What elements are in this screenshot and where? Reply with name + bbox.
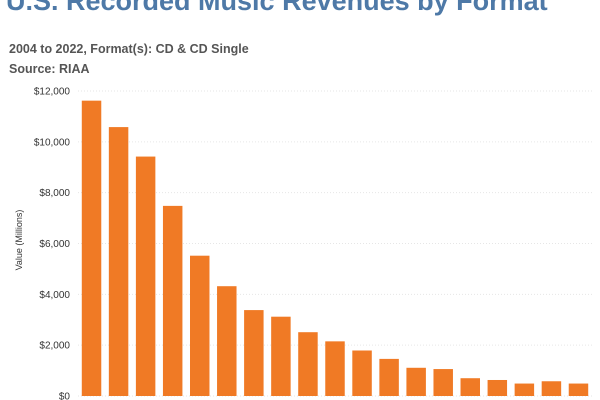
- y-tick-label: $0: [59, 392, 71, 400]
- bar-2021[interactable]: [541, 381, 562, 396]
- y-tick-label: $6,000: [39, 239, 70, 250]
- y-axis-title: Value (Millions): [14, 210, 24, 271]
- bar-2011[interactable]: [271, 316, 291, 396]
- y-tick-label: $8,000: [39, 188, 70, 199]
- bar-2016[interactable]: [406, 367, 426, 396]
- bar-2012[interactable]: [298, 332, 318, 396]
- bar-2006[interactable]: [135, 156, 156, 396]
- bar-2022[interactable]: [568, 383, 589, 396]
- bar-2020[interactable]: [514, 383, 535, 396]
- chart-title: U.S. Recorded Music Revenues by Format: [6, 0, 548, 16]
- bar-2007[interactable]: [162, 205, 183, 396]
- y-tick-label: $10,000: [34, 137, 71, 148]
- bar-2009[interactable]: [217, 286, 237, 396]
- chart-subtitle: 2004 to 2022, Format(s): CD & CD Single: [9, 42, 249, 56]
- bar-2005[interactable]: [108, 127, 129, 396]
- y-tick-label: $2,000: [39, 341, 70, 352]
- bar-2010[interactable]: [244, 310, 264, 396]
- y-axis-ticks: $0 $2,000 $4,000 $6,000 $8,000 $10,000 $12,000: [34, 87, 71, 400]
- bar-2015[interactable]: [379, 358, 399, 396]
- bar-2013[interactable]: [325, 341, 345, 396]
- bar-2019[interactable]: [487, 379, 508, 396]
- y-tick-label: $12,000: [34, 87, 71, 98]
- bar-2014[interactable]: [352, 350, 372, 397]
- bar-2017[interactable]: [433, 369, 453, 396]
- bar-2008[interactable]: [190, 255, 210, 396]
- y-tick-label: $4,000: [39, 290, 70, 301]
- bars: [81, 100, 589, 397]
- bar-2018[interactable]: [460, 378, 480, 396]
- bar-2004[interactable]: [81, 100, 102, 396]
- chart-source: Source: RIAA: [9, 62, 90, 76]
